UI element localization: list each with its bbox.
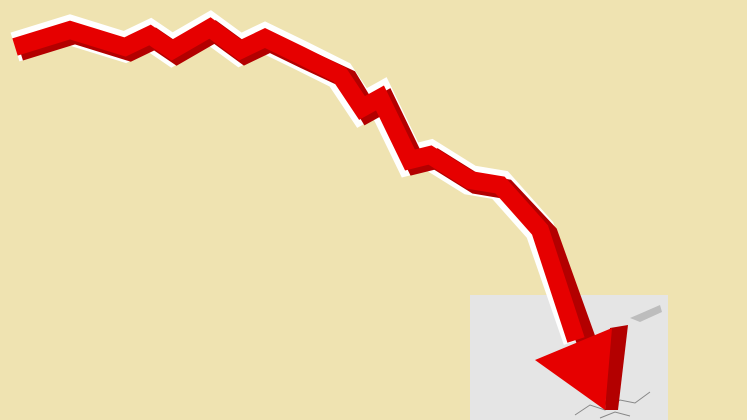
arrow-head bbox=[535, 328, 612, 410]
arrow-icon bbox=[10, 10, 628, 410]
arrow-head-shadow bbox=[605, 325, 628, 410]
arrow-body bbox=[12, 17, 585, 343]
floor-shard bbox=[630, 305, 662, 322]
floor-crack bbox=[599, 411, 631, 419]
